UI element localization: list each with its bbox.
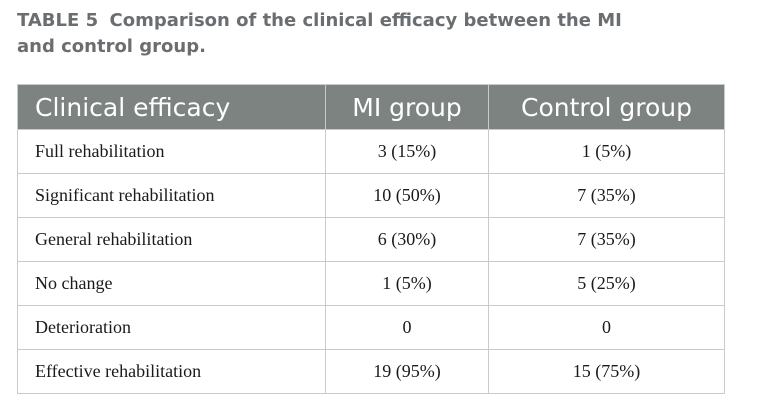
mi-group-cell: 19 (95%) (325, 349, 489, 394)
table-row: No change 1 (5%) 5 (25%) (17, 261, 725, 306)
table-row: Deterioration 0 0 (17, 305, 725, 350)
control-group-cell: 7 (35%) (488, 173, 725, 218)
caption-line-2: and control group. (17, 34, 717, 60)
mi-group-cell: 0 (325, 305, 489, 350)
table-row: Full rehabilitation 3 (15%) 1 (5%) (17, 129, 725, 174)
caption-line-1: TABLE 5 Comparison of the clinical effic… (17, 8, 717, 34)
table-row: Significant rehabilitation 10 (50%) 7 (3… (17, 173, 725, 218)
control-group-cell: 15 (75%) (488, 349, 725, 394)
table-row: General rehabilitation 6 (30%) 7 (35%) (17, 217, 725, 262)
table-title-line-2: and control group. (17, 36, 206, 57)
row-label: Full rehabilitation (17, 129, 326, 174)
table-row: Effective rehabilitation 19 (95%) 15 (75… (17, 349, 725, 394)
control-group-cell: 1 (5%) (488, 129, 725, 174)
mi-group-cell: 6 (30%) (325, 217, 489, 262)
control-group-cell: 0 (488, 305, 725, 350)
header-row: Clinical efficacy MI group Control group (17, 84, 725, 130)
table-title-line-1: Comparison of the clinical efficacy betw… (109, 10, 622, 31)
control-group-cell: 7 (35%) (488, 217, 725, 262)
row-label: General rehabilitation (17, 217, 326, 262)
mi-group-cell: 1 (5%) (325, 261, 489, 306)
row-label: No change (17, 261, 326, 306)
header-mi-group: MI group (325, 84, 489, 130)
mi-group-cell: 10 (50%) (325, 173, 489, 218)
row-label: Significant rehabilitation (17, 173, 326, 218)
row-label: Deterioration (17, 305, 326, 350)
table-number: TABLE 5 (17, 10, 99, 31)
row-label: Effective rehabilitation (17, 349, 326, 394)
header-clinical-efficacy: Clinical efficacy (17, 84, 326, 130)
table-caption: TABLE 5 Comparison of the clinical effic… (17, 8, 717, 60)
control-group-cell: 5 (25%) (488, 261, 725, 306)
efficacy-table: Clinical efficacy MI group Control group… (17, 84, 725, 394)
mi-group-cell: 3 (15%) (325, 129, 489, 174)
header-control-group: Control group (488, 84, 725, 130)
